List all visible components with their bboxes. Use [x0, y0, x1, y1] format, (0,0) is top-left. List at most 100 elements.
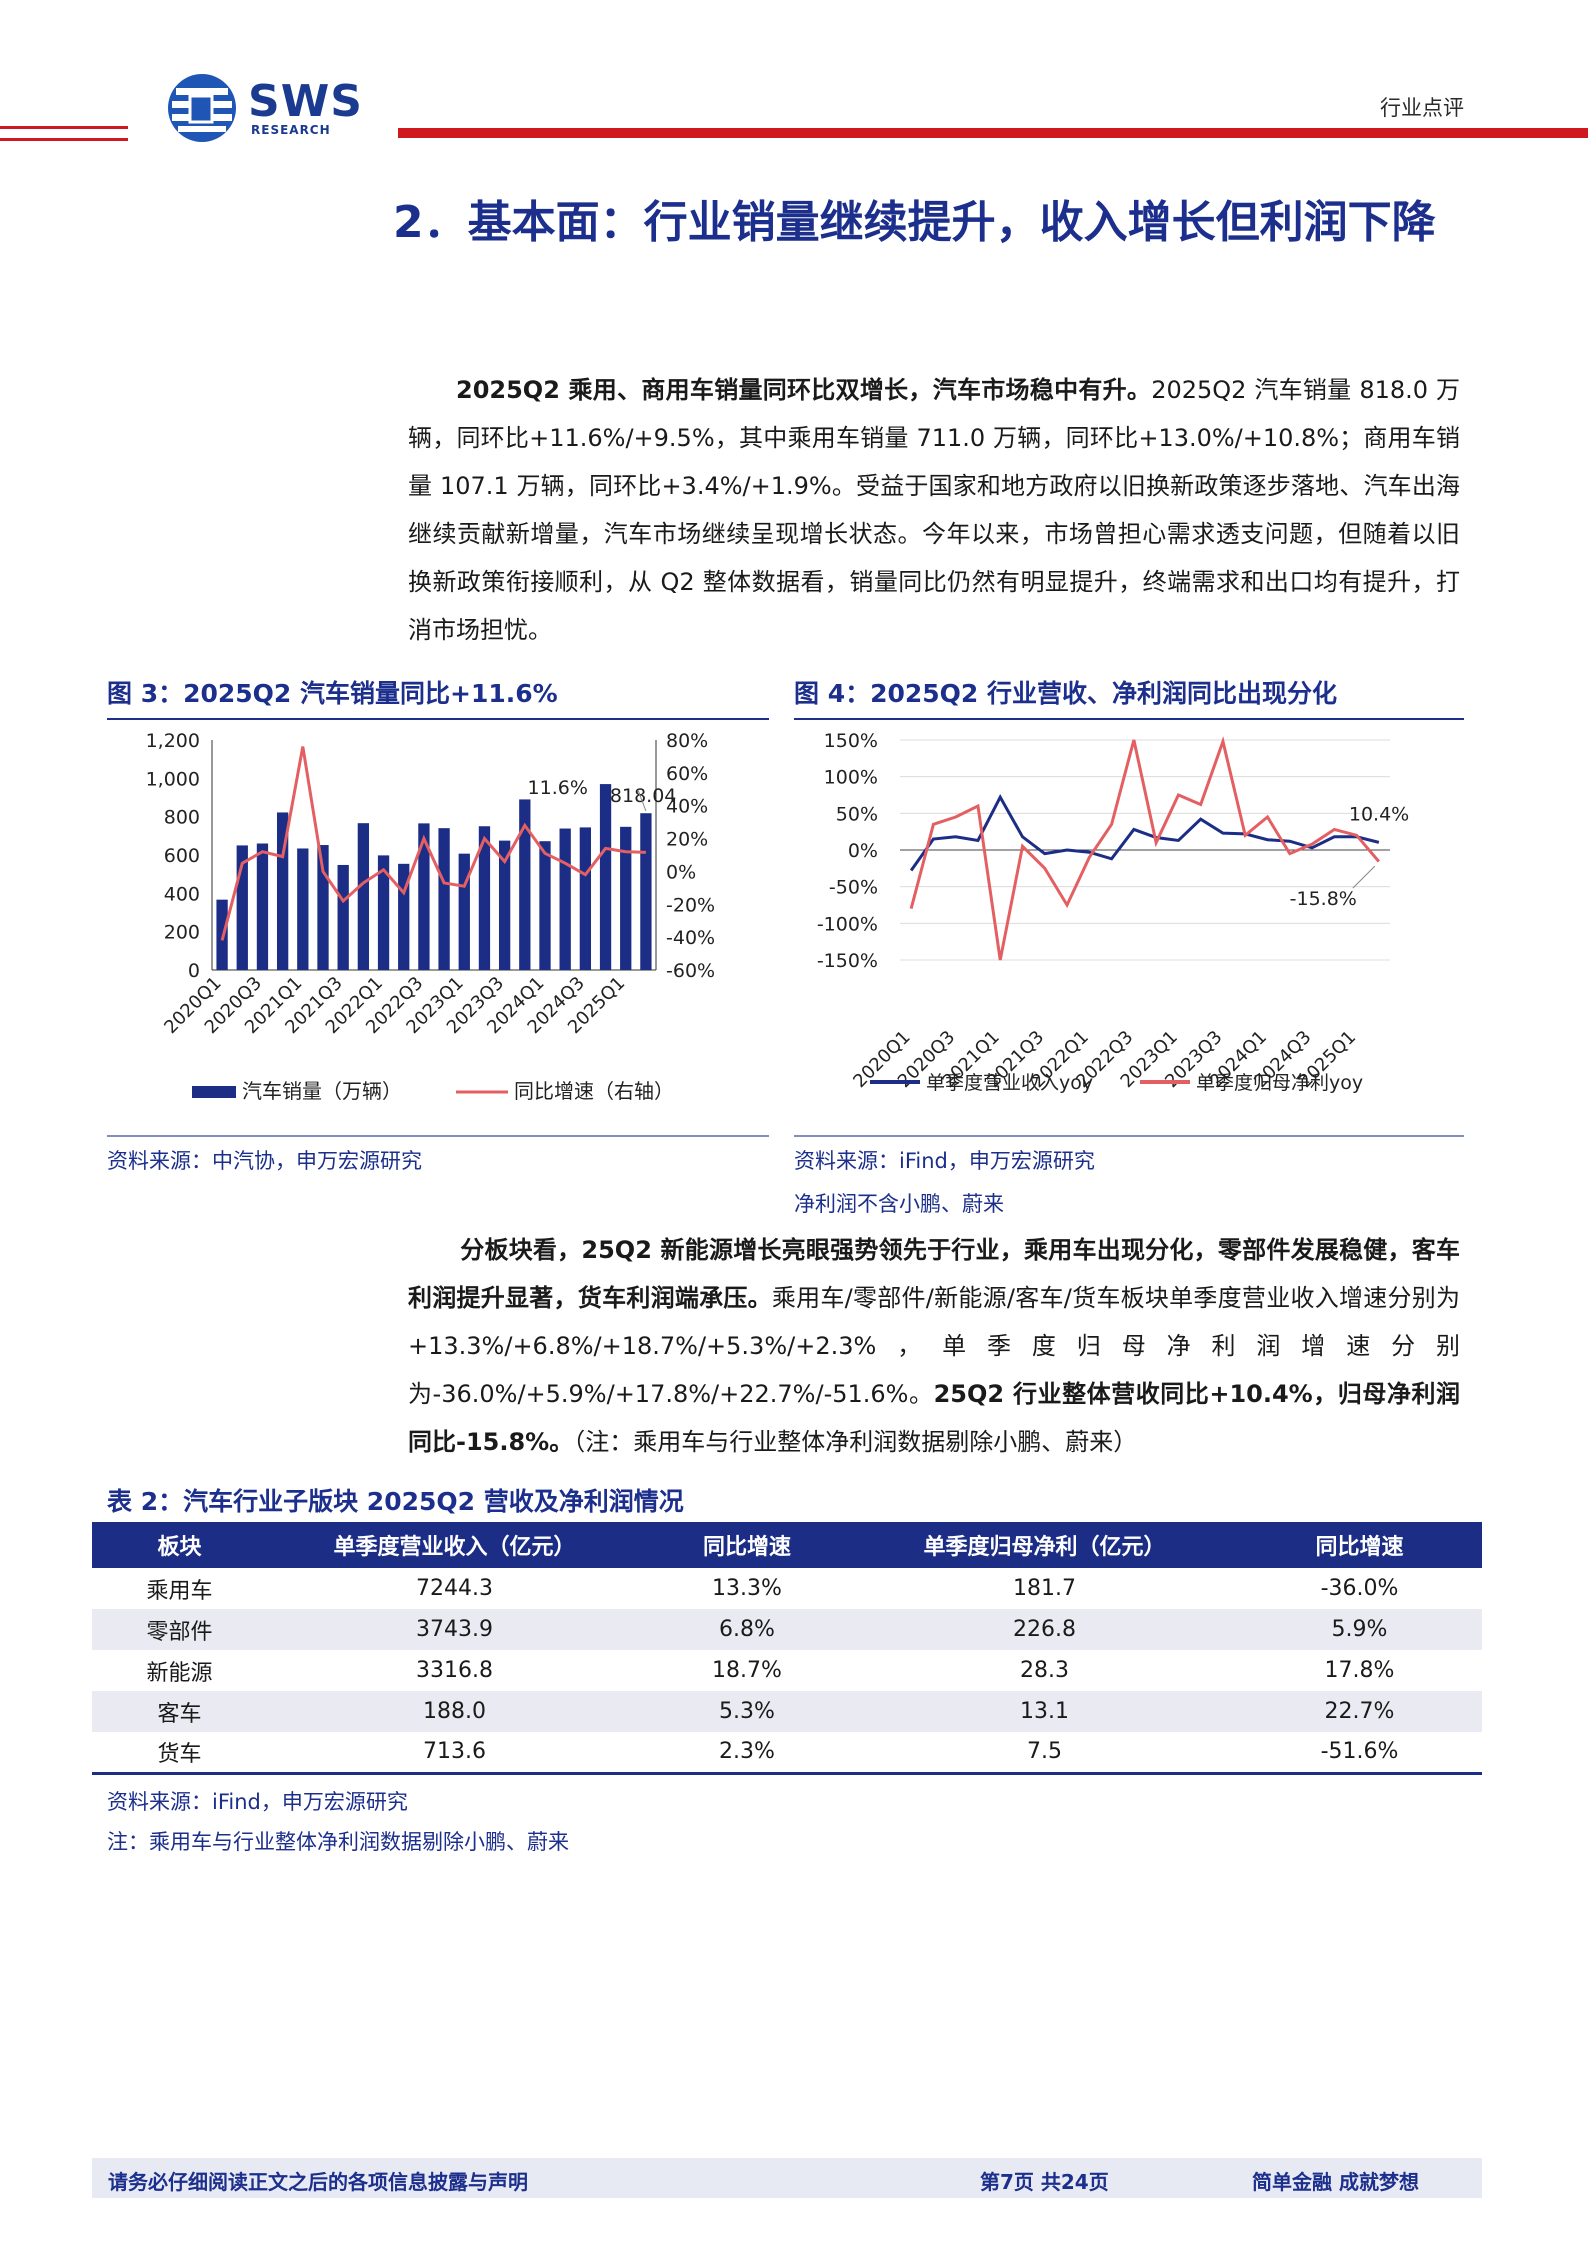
- annotation-leader: [637, 789, 647, 812]
- header-rule-left-top: [0, 126, 128, 129]
- footer-page-number: 第7页 共24页: [980, 2170, 1109, 2194]
- y-tick-label: -100%: [817, 913, 878, 935]
- header-rule-right: [398, 128, 1588, 138]
- sales-bar: [620, 826, 632, 970]
- legend-label-revenue: 单季度营业收入yoy: [926, 1072, 1093, 1094]
- y-tick-label: 150%: [824, 730, 878, 752]
- table-header-cell: 板块: [92, 1522, 267, 1568]
- legend-label-yoy: 同比增速（右轴）: [514, 1079, 674, 1103]
- logo-subtext: RESEARCH: [251, 123, 331, 137]
- table-cell: 乘用车: [146, 1578, 213, 1604]
- table-cell: 181.7: [1013, 1576, 1076, 1601]
- revenue-yoy-line: [909, 794, 1380, 872]
- yoy-line: [220, 746, 646, 941]
- sales-bar: [418, 823, 430, 970]
- fig3-caption: 图 3：2025Q2 汽车销量同比+11.6%: [107, 674, 769, 720]
- paragraph-segments-note: （注：乘用车与行业整体净利润数据剔除小鹏、蔚来）: [573, 1428, 1138, 1456]
- table-row: 货车 713.6 2.3% 7.5 -51.6%: [92, 1732, 1482, 1775]
- table-cell: 28.3: [1020, 1658, 1069, 1683]
- y-tick-label: 1,200: [146, 730, 200, 752]
- sws-logo: [168, 74, 236, 142]
- paragraph-segments: 分板块看，25Q2 新能源增长亮眼强势领先于行业，乘用车出现分化，零部件发展稳健…: [408, 1226, 1460, 1466]
- sales-bar: [539, 841, 551, 970]
- table-cell: 17.8%: [1324, 1658, 1395, 1683]
- table-cell: 零部件: [92, 1609, 267, 1650]
- y-tick-label: 600: [164, 845, 200, 867]
- y-tick-label: 0: [188, 960, 200, 982]
- table-cell: 客车: [92, 1691, 267, 1732]
- table-source: 资料来源：iFind，申万宏源研究: [107, 1790, 408, 1814]
- table-header-cell: 同比增速: [1237, 1522, 1482, 1568]
- sales-bar: [337, 864, 349, 970]
- sales-bar: [236, 845, 248, 970]
- table-cell: 7244.3: [416, 1576, 493, 1601]
- table-header-cell: 单季度营业收入（亿元）: [267, 1522, 642, 1568]
- paragraph-sales-body: 2025Q2 汽车销量 818.0 万辆，同环比+11.6%/+9.5%，其中乘…: [408, 376, 1460, 644]
- section-title: 2．基本面：行业销量继续提升，收入增长但利润下降: [393, 197, 1436, 248]
- legend-label-sales: 汽车销量（万辆）: [242, 1079, 402, 1103]
- sales-bar: [559, 828, 571, 970]
- sales-bar: [599, 784, 612, 970]
- paragraph-sales-lead: 2025Q2 乘用、商用车销量同环比双增长，汽车市场稳中有升。: [456, 376, 1152, 404]
- paragraph-segments-lead: 分板块看，25Q2 新能源增长亮眼强势领先于行业，乘用车出现分化，零部件发展稳健…: [408, 1236, 1460, 1312]
- table-cell: 226.8: [852, 1609, 1237, 1650]
- logo-text: SWS: [248, 76, 363, 127]
- sales-bar: [297, 848, 309, 970]
- fig4-source-rule: [794, 1135, 1464, 1137]
- y-tick-label: 800: [164, 807, 200, 829]
- sales-bar: [377, 855, 390, 970]
- table-cell: 7.5: [852, 1732, 1237, 1775]
- table-header-row: 板块 单季度营业收入（亿元） 同比增速 单季度归母净利（亿元） 同比增速: [92, 1522, 1482, 1568]
- profit-yoy-line: [909, 736, 1381, 961]
- fig4-caption: 图 4：2025Q2 行业营收、净利润同比出现分化: [794, 674, 1464, 720]
- yoy-annotation: 11.6%: [528, 777, 588, 799]
- sales-bar: [579, 827, 592, 970]
- sales-bar: [438, 828, 450, 970]
- y-tick-label: -150%: [817, 950, 878, 972]
- table-cell: 3743.9: [267, 1609, 642, 1650]
- revenue-annotation: 10.4%: [1349, 804, 1409, 826]
- table-cell: -36.0%: [1320, 1576, 1399, 1601]
- table-cell: 13.3%: [712, 1576, 782, 1601]
- footer-slogan: 简单金融 成就梦想: [1252, 2170, 1419, 2194]
- table-row: 零部件 3743.9 6.8% 226.8 5.9%: [92, 1609, 1482, 1650]
- fig4-note: 净利润不含小鹏、蔚来: [794, 1192, 1004, 1216]
- legend-label-profit: 单季度归母净利yoy: [1196, 1072, 1363, 1094]
- y-tick-label: 1,000: [146, 768, 200, 790]
- paragraph-segments-summary: 25Q2 行业整体营收同比+10.4%，归母净利润同比-15.8%。: [408, 1380, 1460, 1456]
- y2-tick-label: -40%: [666, 927, 715, 949]
- table-cell: 2.3%: [642, 1732, 852, 1775]
- sales-bar: [256, 843, 269, 970]
- table-row: 乘用车 7244.3 13.3% 181.7 -36.0%: [92, 1568, 1482, 1609]
- y-tick-label: 200: [164, 922, 200, 944]
- fig3-source-rule: [107, 1135, 769, 1137]
- footer-bar: [92, 2158, 1482, 2198]
- y-tick-label: -50%: [829, 877, 878, 899]
- profit-annotation: -15.8%: [1290, 888, 1357, 910]
- sales-bar: [498, 840, 511, 970]
- header-rule-left-bottom: [0, 138, 128, 141]
- table-header-cell: 单季度归母净利（亿元）: [852, 1522, 1237, 1568]
- y-tick-label: 0%: [848, 840, 878, 862]
- sales-chart: 0 200 400 600 800 1,000 1,200 -60% -40% -20% 0% 20…: [146, 730, 716, 1103]
- y-tick-label: 50%: [836, 803, 878, 825]
- table-row: 客车 188.0 5.3% 13.1 22.7%: [92, 1691, 1482, 1732]
- table-cell: 新能源: [146, 1660, 213, 1686]
- table-cell: 713.6: [267, 1732, 642, 1775]
- table-cell: 13.1: [852, 1691, 1237, 1732]
- sales-bar: [276, 812, 289, 970]
- table-cell: 5.3%: [642, 1691, 852, 1732]
- table-cell: 5.9%: [1237, 1609, 1482, 1650]
- y2-tick-label: 60%: [666, 763, 708, 785]
- table-cell: 6.8%: [642, 1609, 852, 1650]
- y-tick-label: 400: [164, 883, 200, 905]
- table-caption: 表 2：汽车行业子版块 2025Q2 营收及净利润情况: [107, 1487, 684, 1516]
- fig3-source: 资料来源：中汽协，申万宏源研究: [107, 1149, 422, 1173]
- segment-table: 板块 单季度营业收入（亿元） 同比增速 单季度归母净利（亿元） 同比增速 乘用车…: [92, 1522, 1482, 1775]
- paragraph-sales: 2025Q2 乘用、商用车销量同环比双增长，汽车市场稳中有升。2025Q2 汽车…: [408, 366, 1460, 654]
- y-tick-label: 100%: [824, 767, 878, 789]
- table-cell: 18.7%: [712, 1658, 782, 1683]
- sales-bar: [317, 845, 329, 970]
- revenue-profit-chart: -150%-100%-50%0%50%100%150% 2020Q12020Q3…: [817, 730, 1409, 1094]
- footer-disclaimer: 请务必仔细阅读正文之后的各项信息披露与声明: [108, 2170, 528, 2194]
